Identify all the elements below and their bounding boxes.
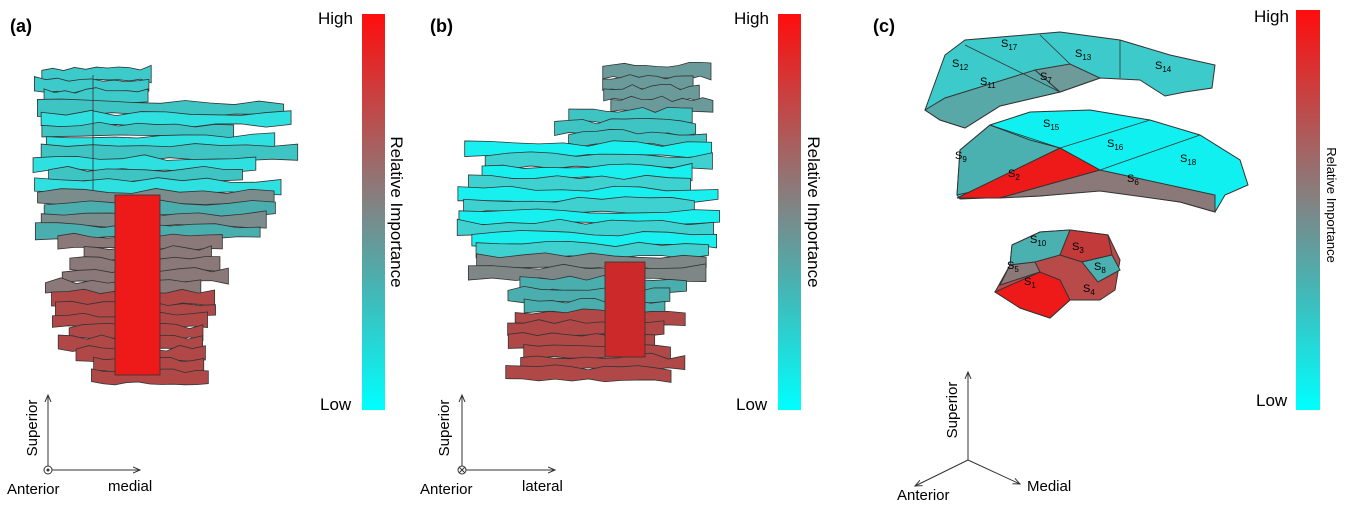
segment-name: S bbox=[1155, 60, 1162, 72]
segment-index: 14 bbox=[1162, 65, 1171, 74]
segment-index: 5 bbox=[1014, 265, 1019, 274]
segment-index: 16 bbox=[1114, 143, 1123, 152]
segment-label: S17 bbox=[1001, 38, 1018, 52]
segment-index: 8 bbox=[1101, 266, 1106, 275]
axis-label: lateral bbox=[522, 478, 563, 495]
segment-index: 11 bbox=[987, 81, 996, 90]
segment-name: S bbox=[952, 58, 959, 70]
segment-name: S bbox=[955, 150, 962, 162]
axis-label: Superior bbox=[436, 400, 453, 457]
segment-index: 4 bbox=[1090, 288, 1095, 297]
panel-label: (b) bbox=[430, 16, 453, 36]
segment-name: S bbox=[1030, 234, 1037, 246]
segment-label: S14 bbox=[1155, 60, 1172, 74]
segment-index: 12 bbox=[959, 63, 968, 72]
segment-label: S18 bbox=[1180, 153, 1197, 167]
segment-label: S12 bbox=[952, 58, 969, 72]
segment-label: S4 bbox=[1083, 283, 1095, 297]
segment-label: S11 bbox=[980, 76, 996, 90]
segment-index: 17 bbox=[1008, 43, 1017, 52]
segment-index: 6 bbox=[1134, 178, 1139, 187]
segment-name: S bbox=[1043, 118, 1050, 130]
axis-label: Medial bbox=[1027, 478, 1071, 495]
segment-label: S8 bbox=[1094, 261, 1106, 275]
segment-index: 18 bbox=[1187, 158, 1196, 167]
segment-label: S9 bbox=[955, 150, 967, 164]
slice-stack-b bbox=[456, 61, 720, 383]
segment-name: S bbox=[1107, 138, 1114, 150]
segment-index: 1 bbox=[1031, 281, 1036, 290]
segment-name: S bbox=[1008, 168, 1015, 180]
segment-name: S bbox=[1072, 241, 1079, 253]
segment-label: S16 bbox=[1107, 138, 1124, 152]
slice-column bbox=[114, 194, 161, 376]
segment-index: 7 bbox=[1047, 76, 1052, 85]
segment-label: S3 bbox=[1072, 241, 1084, 255]
colorbar bbox=[362, 14, 385, 410]
segment-map bbox=[924, 31, 1249, 319]
colorbar bbox=[1296, 10, 1320, 410]
segment-label: S10 bbox=[1030, 234, 1047, 248]
segment-label: S15 bbox=[1043, 118, 1060, 132]
slice-stack-a bbox=[32, 64, 299, 386]
axis-label: Anterior bbox=[420, 481, 473, 498]
segment-label: S2 bbox=[1008, 168, 1020, 182]
segment-label: S13 bbox=[1075, 48, 1092, 62]
axis-label: Anterior bbox=[7, 481, 60, 498]
segment-index: 9 bbox=[962, 155, 967, 164]
colorbar-title: Relative Importance bbox=[804, 136, 823, 287]
colorbar-title: Relative Importance bbox=[387, 136, 406, 287]
segment-index: 3 bbox=[1079, 246, 1084, 255]
axis-label: Anterior bbox=[897, 487, 950, 504]
segment-name: S bbox=[1024, 276, 1031, 288]
colorbar-high: High bbox=[318, 9, 353, 28]
segment-index: 2 bbox=[1015, 173, 1020, 182]
segment-name: S bbox=[1001, 38, 1008, 50]
segment-name: S bbox=[1094, 261, 1101, 273]
segment-index: 15 bbox=[1050, 123, 1059, 132]
colorbar-high: High bbox=[1254, 7, 1289, 26]
colorbar-low: Low bbox=[320, 395, 352, 414]
colorbar-high: High bbox=[734, 9, 769, 28]
slice-column bbox=[604, 261, 646, 358]
segment-name: S bbox=[1040, 71, 1047, 83]
colorbar-low: Low bbox=[736, 395, 768, 414]
axis-label: Superior bbox=[944, 382, 961, 439]
panel-label: (a) bbox=[10, 16, 32, 36]
orientation-axes bbox=[43, 395, 140, 475]
segment-index: 13 bbox=[1082, 53, 1091, 62]
segment-label: S7 bbox=[1040, 71, 1052, 85]
slice bbox=[505, 364, 672, 383]
segment-label: S6 bbox=[1127, 173, 1139, 187]
panel-label: (c) bbox=[873, 16, 895, 36]
segment-label: S5 bbox=[1007, 260, 1019, 274]
colorbar-low: Low bbox=[1256, 391, 1288, 410]
orientation-axes bbox=[457, 395, 555, 475]
segment-index: 10 bbox=[1037, 239, 1046, 248]
colorbar-title: Relative Importance bbox=[1324, 147, 1339, 263]
segment-name: S bbox=[1083, 283, 1090, 295]
segment-name: S bbox=[1007, 260, 1014, 272]
segment-name: S bbox=[1127, 173, 1134, 185]
segment-name: S bbox=[980, 76, 987, 88]
segment-name: S bbox=[1075, 48, 1082, 60]
axis-label: medial bbox=[108, 478, 152, 495]
axis-label: Superior bbox=[24, 400, 41, 457]
segment-name: S bbox=[1180, 153, 1187, 165]
colorbar bbox=[778, 14, 801, 410]
segment-label: S1 bbox=[1024, 276, 1036, 290]
orientation-axes bbox=[915, 372, 1020, 486]
